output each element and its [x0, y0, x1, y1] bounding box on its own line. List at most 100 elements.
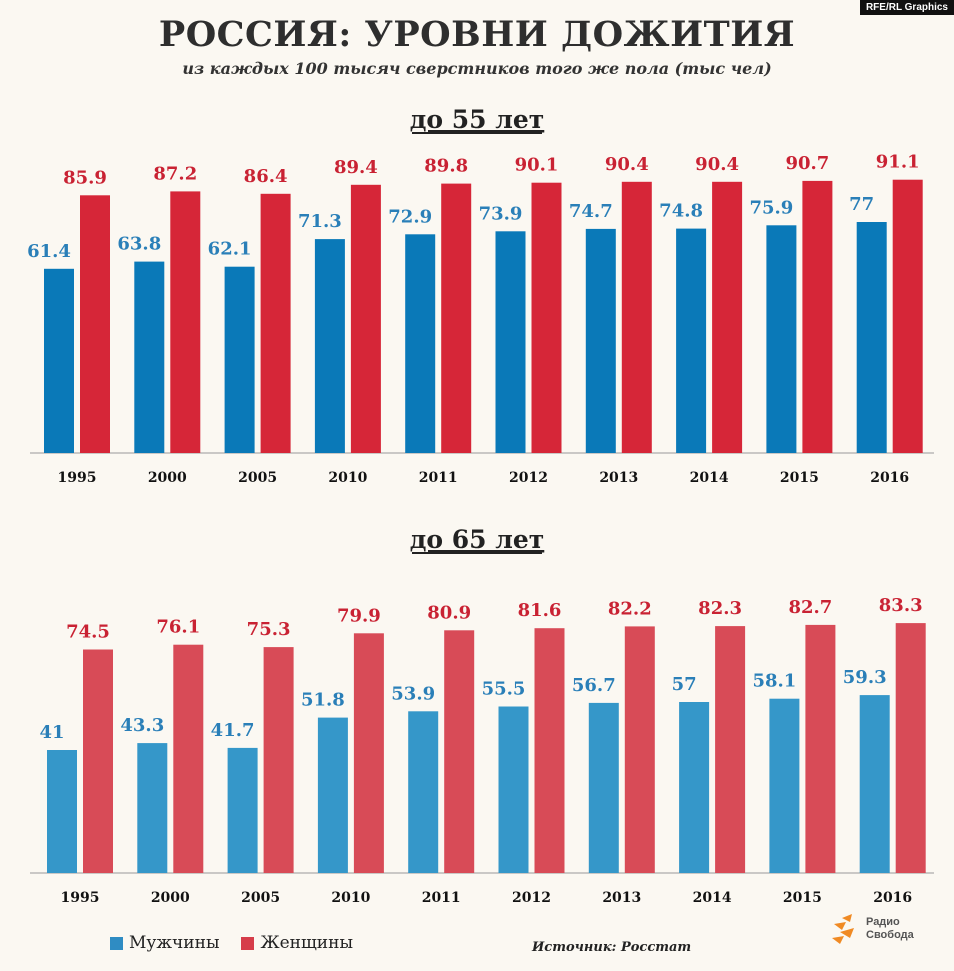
bar-women-2012 [534, 628, 565, 873]
bar-men-2000 [137, 743, 168, 873]
data-label-men-2011: 53.9 [391, 683, 435, 704]
legend: Мужчины Женщины [110, 933, 367, 953]
data-label-women-2011: 89.8 [424, 156, 468, 177]
data-label-women-2011: 80.9 [427, 602, 471, 623]
data-label-women-2015: 90.7 [785, 153, 829, 174]
data-label-women-1995: 74.5 [66, 622, 110, 643]
bar-men-2014 [676, 228, 707, 453]
data-label-women-2016: 83.3 [879, 595, 923, 616]
data-label-women-2015: 82.7 [788, 597, 832, 618]
bar-men-2011 [408, 711, 439, 873]
x-tick-label-2000: 2000 [151, 890, 190, 906]
radio-svoboda-logo: Радио Свобода [830, 912, 914, 946]
legend-swatch-women [241, 936, 255, 950]
x-tick-label-1995: 1995 [61, 890, 100, 906]
legend-item-men: Мужчины [110, 933, 219, 953]
panel-title-65: до 65 лет [410, 525, 545, 554]
bar-men-2013 [585, 228, 616, 453]
bar-women-2015 [805, 624, 836, 873]
bar-men-2005 [227, 747, 258, 873]
page-title: РОССИЯ: УРОВНИ ДОЖИТИЯ [158, 14, 796, 55]
data-label-men-2012: 55.5 [482, 679, 526, 700]
x-tick-label-2016: 2016 [873, 890, 912, 906]
data-label-women-2013: 82.2 [608, 598, 652, 619]
bar-men-2016 [859, 695, 890, 873]
data-label-women-2014: 82.3 [698, 598, 742, 619]
data-label-women-2012: 81.6 [518, 600, 562, 621]
data-label-men-2010: 51.8 [301, 690, 345, 711]
x-tick-label-2013: 2013 [602, 890, 641, 906]
bar-men-1995 [44, 268, 74, 453]
data-label-men-1995: 41 [39, 722, 64, 743]
bar-men-2012 [495, 231, 526, 453]
bar-men-2016 [856, 222, 887, 453]
data-label-men-2013: 56.7 [572, 675, 616, 696]
data-label-men-2011: 72.9 [388, 206, 432, 227]
bar-women-2005 [263, 647, 294, 873]
panel-title-55: до 55 лет [410, 105, 545, 134]
data-label-women-2013: 90.4 [605, 154, 649, 175]
bar-men-2010 [314, 239, 345, 453]
bar-women-2016 [892, 179, 923, 453]
data-label-women-2012: 90.1 [515, 155, 559, 176]
bar-men-2013 [588, 702, 619, 873]
data-label-men-2012: 73.9 [479, 203, 523, 224]
x-tick-label-2011: 2011 [419, 470, 458, 486]
bar-women-2013 [621, 181, 652, 454]
source-note: Источник: Росстат [532, 940, 692, 955]
data-label-men-2014: 57 [672, 674, 697, 695]
x-tick-label-2000: 2000 [148, 470, 187, 486]
bar-women-2011 [441, 183, 472, 453]
bar-women-2013 [624, 626, 655, 873]
x-tick-label-1995: 1995 [58, 470, 97, 486]
bar-men-2015 [769, 698, 800, 873]
data-label-men-2014: 74.8 [659, 201, 703, 222]
data-label-women-2014: 90.4 [695, 154, 739, 175]
data-label-men-1995: 61.4 [27, 241, 71, 262]
data-label-men-2016: 59.3 [843, 667, 887, 688]
x-tick-label-2010: 2010 [331, 890, 370, 906]
x-tick-label-2012: 2012 [509, 470, 548, 486]
chart-under-65: до 65 лет 41 74.5 1995 43.3 76.1 2000 41.7 75.3 2… [30, 525, 934, 906]
bar-men-2005 [224, 266, 255, 453]
x-tick-label-2010: 2010 [328, 470, 367, 486]
radio-svoboda-logo-icon [832, 914, 854, 944]
chart-under-55: до 55 лет 61.4 85.9 1995 63.8 87.2 2000 62.1 86.… [27, 105, 934, 486]
data-label-men-2015: 58.1 [752, 671, 796, 692]
bar-women-2000 [170, 191, 201, 453]
data-label-men-2010: 71.3 [298, 211, 342, 232]
bar-men-2000 [134, 261, 165, 453]
x-tick-label-2014: 2014 [693, 890, 732, 906]
bar-men-2011 [405, 234, 436, 453]
data-label-men-2005: 41.7 [211, 720, 255, 741]
bar-women-2015 [802, 180, 833, 453]
page-subtitle: из каждых 100 тысяч сверстников того же … [182, 59, 772, 78]
legend-item-women: Женщины [241, 933, 353, 953]
bar-women-2016 [895, 623, 926, 873]
data-label-women-2000: 87.2 [153, 163, 197, 184]
logo-line-1: Радио [866, 916, 900, 928]
bar-women-2011 [444, 630, 475, 873]
data-label-men-2000: 63.8 [117, 234, 161, 255]
x-tick-label-2016: 2016 [870, 470, 909, 486]
bar-women-1995 [80, 195, 110, 454]
x-tick-label-2013: 2013 [599, 470, 638, 486]
data-label-men-2015: 75.9 [749, 197, 793, 218]
bar-women-2005 [260, 193, 291, 454]
bar-men-2010 [317, 717, 348, 873]
data-label-men-2005: 62.1 [208, 239, 252, 260]
data-label-women-1995: 85.9 [63, 167, 107, 188]
legend-label-women: Женщины [260, 933, 353, 953]
data-label-women-2010: 89.4 [334, 157, 378, 178]
legend-swatch-men [110, 936, 123, 950]
logo-line-2: Свобода [866, 929, 914, 941]
x-tick-label-2015: 2015 [783, 890, 822, 906]
data-label-women-2016: 91.1 [876, 152, 920, 173]
data-label-women-2010: 79.9 [337, 605, 381, 626]
data-label-men-2016: 77 [849, 194, 874, 215]
graphics-credit: RFE/RL Graphics [859, 0, 954, 15]
x-tick-label-2005: 2005 [238, 470, 277, 486]
logo-text: Радио Свобода [866, 916, 914, 942]
x-tick-label-2005: 2005 [241, 890, 280, 906]
legend-label-men: Мужчины [129, 933, 220, 953]
